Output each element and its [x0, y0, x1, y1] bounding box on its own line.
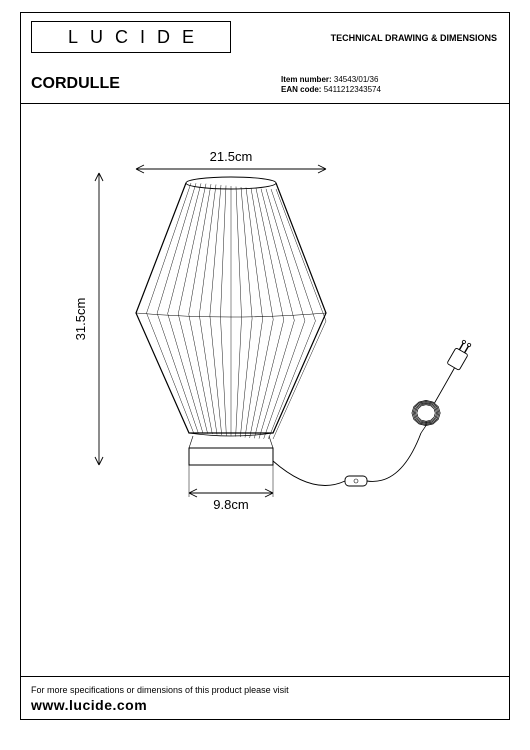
footer-rule	[21, 676, 509, 677]
svg-text:31.5cm: 31.5cm	[73, 298, 88, 341]
item-number: 34543/01/36	[334, 75, 379, 84]
ean-label: EAN code:	[281, 85, 321, 94]
footer: For more specifications or dimensions of…	[31, 685, 499, 713]
document-type: TECHNICAL DRAWING & DIMENSIONS	[331, 33, 497, 43]
svg-text:21.5cm: 21.5cm	[210, 149, 253, 164]
ean-code: 5411212343574	[324, 85, 381, 94]
technical-drawing: 21.5cm 31.5cm 9.8cm	[21, 103, 509, 669]
product-name: CORDULLE	[31, 75, 120, 93]
svg-text:9.8cm: 9.8cm	[213, 497, 248, 512]
brand-logo: LUCIDE	[31, 21, 231, 53]
footer-url: www.lucide.com	[31, 697, 499, 713]
item-number-label: Item number:	[281, 75, 332, 84]
footer-text: For more specifications or dimensions of…	[31, 685, 499, 695]
brand-text: LUCIDE	[68, 27, 206, 48]
item-info: Item number: 34543/01/36 EAN code: 54112…	[281, 75, 381, 96]
